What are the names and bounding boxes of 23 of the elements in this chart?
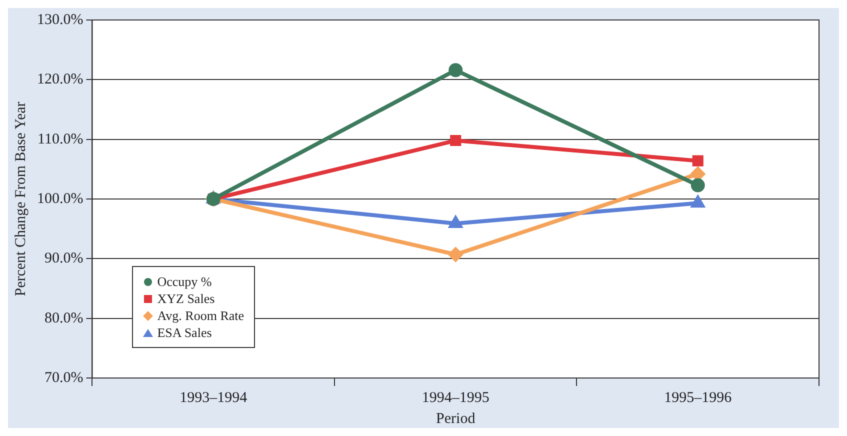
point xyxy=(692,155,704,166)
point xyxy=(450,134,462,146)
x-tick-label: 1995–1996 xyxy=(664,390,732,406)
y-axis-title: Percent Change From Base Year xyxy=(12,102,29,296)
y-tick-label: 80.0% xyxy=(44,310,84,326)
y-tick-label: 100.0% xyxy=(36,190,84,207)
point xyxy=(449,216,462,228)
point xyxy=(448,63,463,78)
legend-label: XYZ Sales xyxy=(157,290,215,307)
y-tick-label: 110.0% xyxy=(38,131,84,148)
x-axis-title: Period xyxy=(436,410,476,427)
legend-label: Occupy % xyxy=(157,273,212,290)
y-tick-label: 130.0% xyxy=(36,12,84,28)
legend-label: ESA Sales xyxy=(157,324,212,341)
x-tick-label: 1994–1995 xyxy=(422,390,490,406)
x-tick-label: 1993–1994 xyxy=(180,390,248,406)
point xyxy=(690,178,705,192)
point xyxy=(690,166,705,181)
y-tick-label: 120.0% xyxy=(36,72,84,88)
y-tick-label: 70.0% xyxy=(44,370,84,386)
y-tick-label: 90.0% xyxy=(44,250,84,267)
legend-label: Avg. Room Rate xyxy=(157,307,244,324)
point xyxy=(448,247,463,262)
